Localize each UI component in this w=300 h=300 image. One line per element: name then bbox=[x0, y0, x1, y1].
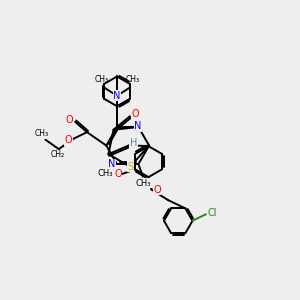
Text: H: H bbox=[130, 139, 137, 148]
Text: Cl: Cl bbox=[208, 208, 217, 218]
Text: O: O bbox=[114, 169, 122, 179]
Text: O: O bbox=[64, 135, 72, 145]
Text: O: O bbox=[131, 109, 139, 119]
Text: N: N bbox=[108, 159, 115, 169]
Text: CH₃: CH₃ bbox=[125, 75, 140, 84]
Text: O: O bbox=[66, 115, 74, 125]
Text: CH₃: CH₃ bbox=[35, 129, 49, 138]
Text: CH₃: CH₃ bbox=[94, 75, 109, 84]
Text: S: S bbox=[127, 162, 133, 172]
Text: CH₃: CH₃ bbox=[136, 178, 151, 188]
Text: O: O bbox=[153, 184, 161, 195]
Text: N: N bbox=[113, 91, 121, 101]
Text: CH₃: CH₃ bbox=[98, 169, 113, 178]
Text: N: N bbox=[134, 122, 142, 131]
Text: CH₂: CH₂ bbox=[50, 150, 64, 159]
